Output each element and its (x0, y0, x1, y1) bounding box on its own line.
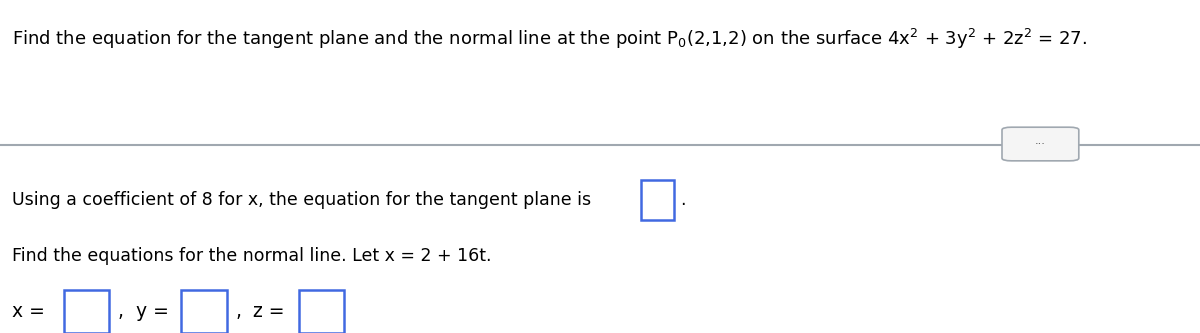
Text: Find the equation for the tangent plane and the normal line at the point P$_0$(2: Find the equation for the tangent plane … (12, 27, 1087, 51)
FancyBboxPatch shape (299, 290, 344, 333)
FancyBboxPatch shape (64, 290, 109, 333)
FancyBboxPatch shape (1002, 127, 1079, 161)
Text: x =: x = (12, 302, 44, 321)
FancyBboxPatch shape (181, 290, 227, 333)
Text: Using a coefficient of 8 for x, the equation for the tangent plane is: Using a coefficient of 8 for x, the equa… (12, 191, 592, 209)
Text: Find the equations for the normal line. Let x = 2 + 16t.: Find the equations for the normal line. … (12, 247, 492, 265)
FancyBboxPatch shape (641, 180, 674, 220)
Text: z =: z = (253, 302, 284, 321)
Text: ···: ··· (1034, 139, 1046, 149)
Text: y =: y = (136, 302, 168, 321)
Text: ,: , (235, 302, 241, 321)
Text: .: . (680, 191, 686, 209)
Text: ,: , (118, 302, 124, 321)
